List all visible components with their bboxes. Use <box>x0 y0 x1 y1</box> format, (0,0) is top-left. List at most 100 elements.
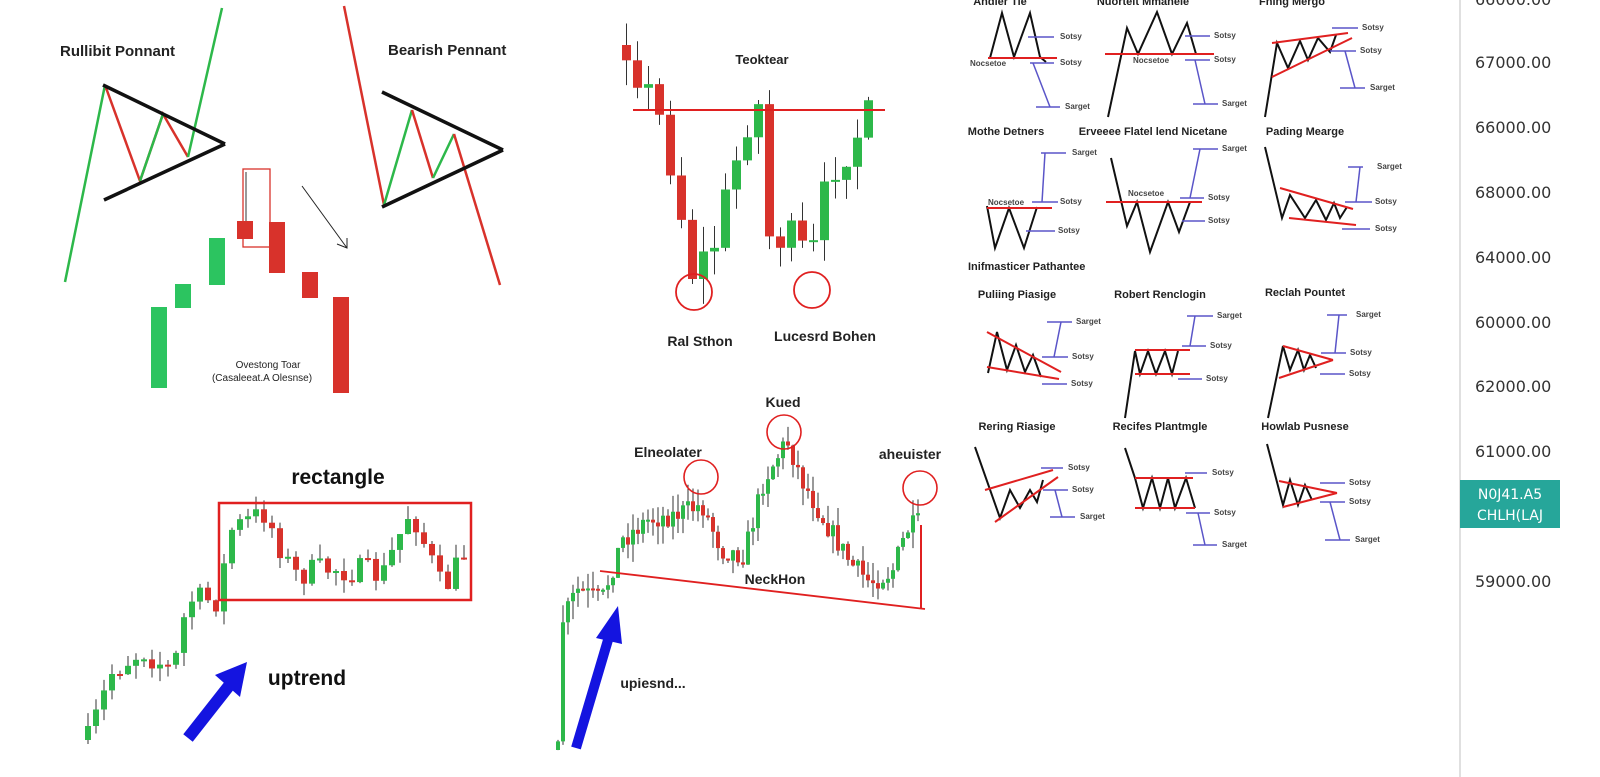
candle-bearish <box>445 571 451 589</box>
current-price-badge <box>1460 480 1560 528</box>
target-label: Sotsy <box>1072 352 1094 361</box>
candle-bearish <box>149 659 155 669</box>
trend-line <box>986 366 1060 380</box>
pattern-title: Fning Mergo <box>1259 0 1325 8</box>
candle-bullish <box>766 479 770 494</box>
price-tick-label: 68000.00 <box>1475 183 1551 202</box>
candle-bearish <box>721 548 725 559</box>
trend-line <box>986 331 1062 373</box>
candle-bullish <box>771 466 775 480</box>
candle-bullish <box>671 511 675 527</box>
price-tick-label: 67000.00 <box>1475 53 1551 72</box>
candle-bullish <box>571 592 575 602</box>
candle-bearish <box>726 558 730 561</box>
candle-bullish <box>309 559 315 584</box>
target-marker <box>1194 59 1206 105</box>
target-label: Sotsy <box>1214 508 1236 517</box>
bottom-circle-2 <box>793 271 831 309</box>
neckline-label: NeckHon <box>745 571 806 587</box>
candle-bullish <box>661 515 665 527</box>
head-circle <box>766 414 802 450</box>
candle-bullish <box>732 160 741 190</box>
candle-bearish <box>437 555 443 572</box>
highlight-box <box>242 168 271 248</box>
target-label: Sarget <box>1217 311 1242 320</box>
current-price-value: N0J41.A5 <box>1478 487 1542 503</box>
section-title: Inifmasticer Pathantee <box>968 261 1085 273</box>
candle-bearish <box>581 588 585 591</box>
candle-bullish <box>397 534 403 550</box>
bullish-pennant-diagram: Rullibit Ponnant <box>60 7 226 283</box>
pattern-cell: Pading Mearge Sarget Sotsy Sotsy <box>1264 126 1402 233</box>
pattern-cell: Robert Renclogin Sarget Sotsy Sotsy <box>1114 289 1242 419</box>
breakout-line <box>186 7 224 158</box>
price-path <box>1107 9 1197 118</box>
rectangle-box <box>217 501 473 602</box>
candle-bearish <box>711 517 715 532</box>
candle-bullish <box>776 458 780 467</box>
candle-bearish <box>716 531 720 549</box>
target-label: Sotsy <box>1208 193 1230 202</box>
candle-bearish <box>876 583 880 589</box>
candle-bearish <box>796 464 800 468</box>
candle-bullish <box>896 546 900 571</box>
bearish-pennant-diagram: Bearish Pennant <box>342 5 506 286</box>
note-line-1: Ovestong Toar <box>236 360 302 371</box>
candle-bullish <box>641 519 645 534</box>
candle-bullish <box>125 665 131 675</box>
left-shoulder-circle <box>683 459 719 495</box>
price-path <box>986 205 1038 252</box>
candle-bullish <box>699 251 708 280</box>
candle-bearish <box>277 528 283 559</box>
candle-bearish <box>811 490 815 509</box>
candle-bullish <box>317 558 323 561</box>
candle-bearish <box>421 532 427 544</box>
target-marker <box>1189 315 1196 347</box>
rectangle-pattern-diagram: rectangle uptrend <box>85 466 473 745</box>
target-label: Sotsy <box>1350 348 1372 357</box>
candle-bearish <box>655 84 664 115</box>
candle-bullish <box>453 557 459 589</box>
candle-bullish <box>85 726 91 740</box>
target-label: Sotsy <box>1208 216 1230 225</box>
candle-bearish <box>591 588 595 591</box>
target-label: Sarget <box>1377 162 1402 171</box>
pattern-cell: Puliing Piasige Sarget Sotsy Sotsy <box>978 289 1101 388</box>
candle-bullish <box>841 543 845 551</box>
reversal-candles: Ovestong Toar (Casaleeat.A Olesnse) <box>151 168 349 393</box>
trend-line <box>1271 37 1353 78</box>
candle-bullish <box>237 519 243 530</box>
candle-bullish <box>357 558 363 583</box>
target-label: Sotsy <box>1058 226 1080 235</box>
candle-bullish <box>576 588 580 593</box>
target-label: Sotsy <box>1349 478 1371 487</box>
bullish-pennant-title: Rullibit Ponnant <box>60 43 175 60</box>
candle-bearish <box>688 219 697 280</box>
target-label: Sotsy <box>1375 197 1397 206</box>
pattern-title: Howlab Pusnese <box>1261 421 1348 433</box>
candle-bearish <box>666 114 675 176</box>
price-tick-label: 66000.00 <box>1475 0 1551 9</box>
trend-line <box>1271 32 1349 44</box>
pattern-title: Robert Renclogin <box>1114 289 1206 301</box>
candle-bearish <box>633 60 642 88</box>
candle-bullish <box>842 166 851 180</box>
candle-bearish <box>741 562 745 565</box>
price-axis[interactable]: 66000.00 67000.00 66000.00 68000.00 64000.00… <box>1459 0 1560 777</box>
target-label: Sotsy <box>1349 369 1371 378</box>
target-label: Sotsy <box>1068 463 1090 472</box>
candle-bearish <box>791 445 795 465</box>
price-path <box>1264 146 1348 223</box>
price-tick-label: 66000.00 <box>1475 118 1551 137</box>
head-and-shoulders-diagram: Elneolater Kued aheuister NeckHon upiesn… <box>556 394 942 751</box>
candle-bearish <box>701 505 705 516</box>
neckline <box>599 570 926 610</box>
pattern-title: Pading Mearge <box>1266 126 1344 138</box>
candle-bearish <box>836 525 840 551</box>
candle-bearish <box>636 529 640 534</box>
target-label: Sotsy <box>1206 374 1228 383</box>
price-path <box>1267 345 1317 419</box>
target-label: Sotsy <box>1375 224 1397 233</box>
candle-bullish <box>681 505 685 519</box>
candle-bullish <box>886 578 890 583</box>
